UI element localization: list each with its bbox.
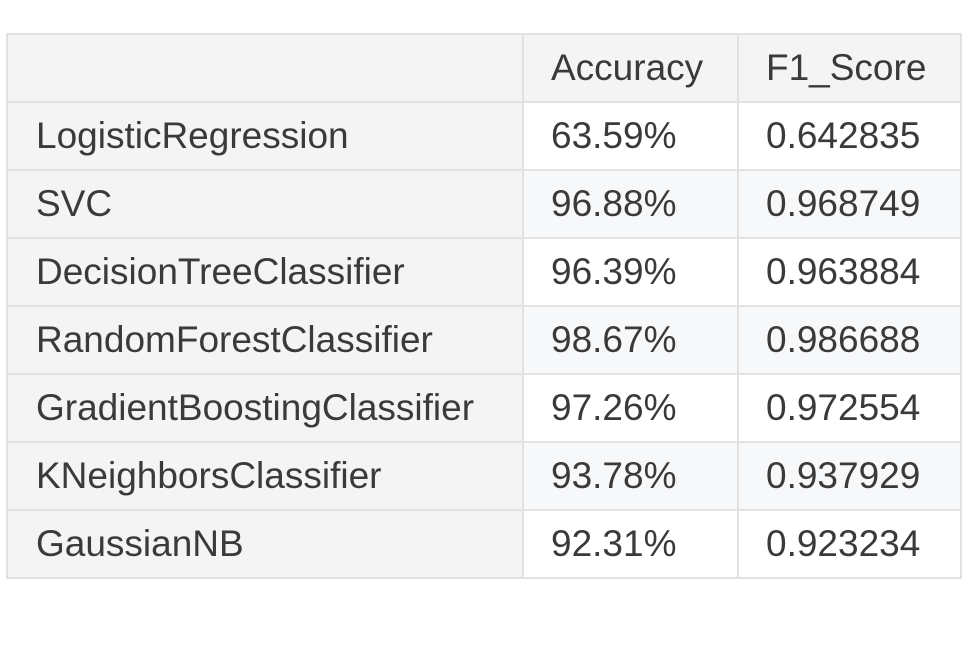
f1-score-cell: 0.937929 — [737, 441, 962, 511]
model-name-cell: GradientBoostingClassifier — [6, 373, 524, 443]
results-table-container: Accuracy F1_Score LogisticRegression 63.… — [6, 33, 962, 613]
accuracy-cell: 96.88% — [522, 169, 739, 239]
accuracy-cell: 96.39% — [522, 237, 739, 307]
f1-score-cell: 0.968749 — [737, 169, 962, 239]
header-index-cell — [6, 33, 524, 103]
model-name-cell: RandomForestClassifier — [6, 305, 524, 375]
table-row: KNeighborsClassifier 93.78% 0.937929 — [6, 441, 962, 511]
header-accuracy: Accuracy — [522, 33, 739, 103]
table-row: LogisticRegression 63.59% 0.642835 — [6, 101, 962, 171]
table-row: GradientBoostingClassifier 97.26% 0.9725… — [6, 373, 962, 443]
table-row: DecisionTreeClassifier 96.39% 0.963884 — [6, 237, 962, 307]
f1-score-cell: 0.972554 — [737, 373, 962, 443]
model-name-cell: LogisticRegression — [6, 101, 524, 171]
header-row: Accuracy F1_Score — [6, 33, 962, 103]
table-row: RandomForestClassifier 98.67% 0.986688 — [6, 305, 962, 375]
accuracy-cell: 98.67% — [522, 305, 739, 375]
model-name-cell: SVC — [6, 169, 524, 239]
f1-score-cell: 0.963884 — [737, 237, 962, 307]
accuracy-cell: 92.31% — [522, 509, 739, 579]
accuracy-cell: 97.26% — [522, 373, 739, 443]
table-row: GaussianNB 92.31% 0.923234 — [6, 509, 962, 579]
accuracy-cell: 93.78% — [522, 441, 739, 511]
model-results-table: Accuracy F1_Score LogisticRegression 63.… — [6, 33, 962, 579]
accuracy-cell: 63.59% — [522, 101, 739, 171]
header-f1-score: F1_Score — [737, 33, 962, 103]
f1-score-cell: 0.642835 — [737, 101, 962, 171]
f1-score-cell: 0.923234 — [737, 509, 962, 579]
table-row: SVC 96.88% 0.968749 — [6, 169, 962, 239]
f1-score-cell: 0.986688 — [737, 305, 962, 375]
model-name-cell: KNeighborsClassifier — [6, 441, 524, 511]
model-name-cell: GaussianNB — [6, 509, 524, 579]
model-name-cell: DecisionTreeClassifier — [6, 237, 524, 307]
